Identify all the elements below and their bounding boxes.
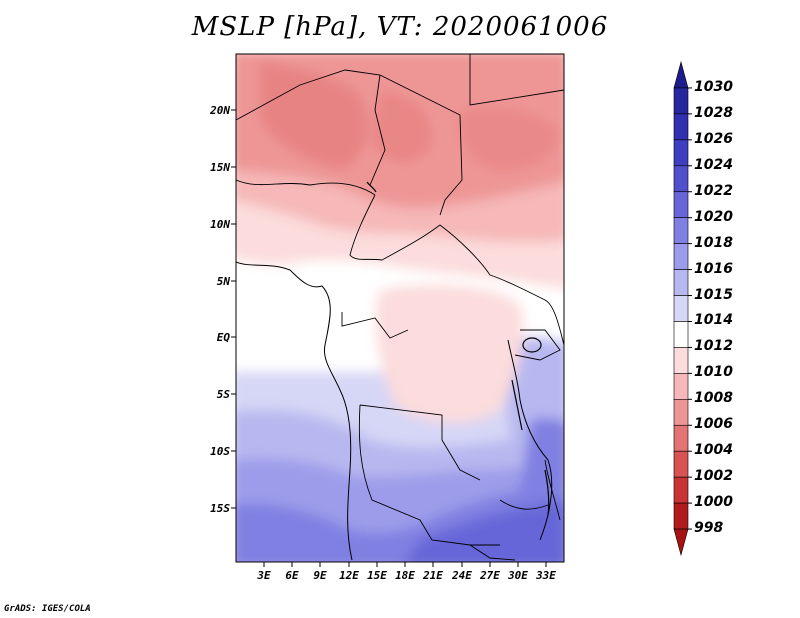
lakes [366,181,550,516]
colorbar-segment [673,217,689,244]
colorbar-label: 1004 [694,442,733,459]
lon-label-18e: 18E [395,569,415,582]
colorbar-label: 1015 [694,286,733,303]
lat-label-eq: EQ [216,331,230,344]
border-algeria-niger [236,69,461,121]
colorbar-segment [673,139,689,167]
west-coastline [236,261,353,561]
field-1020-east [520,417,564,499]
colorbar-segment [673,347,689,374]
colorbar-label: 1002 [694,468,733,485]
colorbar-segment [673,269,689,296]
lake-chad [366,181,377,193]
field-1012-congo [375,285,524,423]
border-niger-chad [369,74,386,186]
colorbar-label: 1006 [694,416,733,433]
lat-label-15s: 15S [210,502,230,515]
colorbar-segment [673,424,689,452]
lat-ticks [231,109,236,509]
lon-label-21e: 21E [423,569,443,582]
border-nigeria-cameroon [349,194,383,261]
lon-label-24e: 24E [452,569,472,582]
border-libya-egypt [469,54,564,106]
lake-malawi [544,469,550,516]
lake-tanganyika [511,379,523,431]
lon-label-33e: 33E [536,569,556,582]
colorbar-label: 1008 [694,390,733,407]
colorbar-label: 1012 [694,338,733,355]
colorbar-segment [673,191,689,218]
colorbar-label: 1028 [694,104,733,121]
border-angola-drc [359,404,481,481]
colorbar-segment [673,373,689,400]
colorbar-segment [673,450,689,478]
colorbar-segment [673,321,689,348]
colorbar-label: 1014 [694,312,733,329]
lon-label-9e: 9E [313,569,327,582]
colorbar-label: 1020 [694,208,733,225]
border-mozambique [544,459,561,521]
lat-label-5s: 5S [216,388,230,401]
field-1006-chad [372,90,433,163]
colorbar-segment [673,528,689,557]
border-south-sudan [489,274,564,346]
colorbar-segments [673,60,689,557]
border-uganda-kenya [514,329,561,361]
field-1006-sahara [260,60,369,170]
colorbar-segment [673,165,689,193]
colorbar-segment [673,87,689,115]
lon-label-15e: 15E [367,569,387,582]
border-chad-sudan [439,114,463,216]
lat-label-20n: 20N [210,104,230,117]
border-angola-namibia [358,404,500,546]
colorbar-label: 1018 [694,234,733,251]
border-sahel [236,179,376,196]
border-gabon-congo [341,312,409,339]
colorbar-label: 1022 [694,182,733,199]
colorbar-label: 1010 [694,364,733,381]
lat-label-15n: 15N [210,161,230,174]
colorbar-segment [673,476,689,504]
colorbar-segment [673,60,689,89]
colorbar-segment [673,502,689,530]
lake-tanganyika-rift [507,339,553,541]
lon-label-3e: 3E [257,569,271,582]
lon-label-30e: 30E [508,569,528,582]
border-zambia-zimbabwe [499,499,549,510]
colorbar-label: 1024 [694,156,733,173]
border-botswana [469,544,516,561]
lon-label-6e: 6E [285,569,299,582]
lat-label-10n: 10N [210,218,230,231]
colorbar-segment [673,113,689,141]
lon-label-27e: 27E [480,569,500,582]
colorbar-label: 1026 [694,130,733,147]
lon-label-12e: 12E [339,569,359,582]
lake-victoria [522,337,542,353]
colorbar-segment [673,399,689,426]
field-1022 [405,500,564,562]
lon-ticks [263,562,547,567]
country-borders [236,54,564,561]
border-car [381,224,491,276]
colorbar-label: 1030 [694,78,733,95]
colorbar-label: 998 [694,520,724,537]
coastlines [236,261,553,561]
colorbar-segment [673,295,689,322]
map-frame [235,53,565,563]
colorbar-segment [673,243,689,270]
credit-label: GrADS: IGES/COLA [4,604,91,614]
lat-label-10s: 10S [210,445,230,458]
colorbar-label: 1000 [694,494,733,511]
colorbar-label: 1016 [694,260,733,277]
lat-label-5n: 5N [216,275,230,288]
colorbar-ticks [688,87,692,530]
field-1006-sudan [458,106,560,172]
map-title: MSLP [hPa], VT: 2020061006 [191,12,609,42]
